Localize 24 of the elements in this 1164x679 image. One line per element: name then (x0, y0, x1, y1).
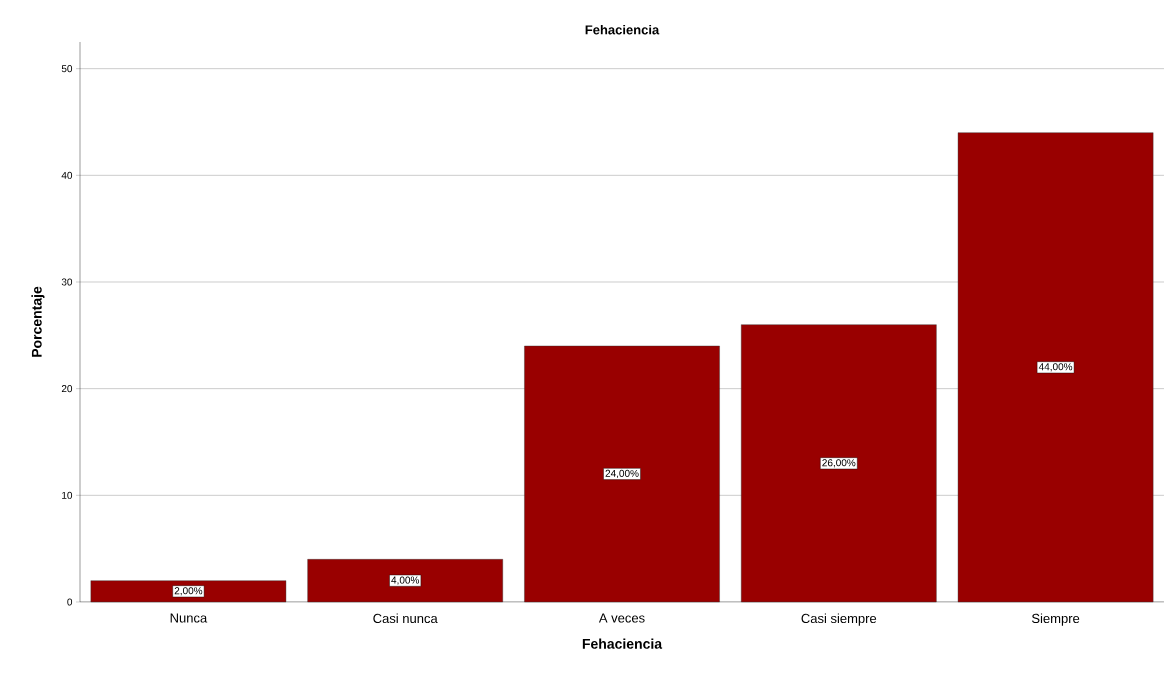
x-tick-label: A veces (598, 613, 645, 623)
data-label: 24,00% (605, 469, 639, 479)
y-tick-label: 20 (61, 385, 73, 393)
bar (307, 559, 503, 603)
data-label: 2,00% (174, 587, 203, 596)
y-axis-title: Porcentaje (31, 286, 45, 357)
x-tick-label: Casi nunca (373, 613, 438, 624)
data-label: 4,00% (391, 576, 420, 585)
x-axis-title: Fehaciencia (582, 638, 663, 649)
chart-title: Fehaciencia (585, 24, 660, 35)
bar (957, 132, 1154, 603)
x-tick-label: Casi siempre (801, 613, 877, 626)
data-label: 44,00% (1038, 363, 1073, 372)
y-tick-label: 0 (67, 598, 73, 606)
bar (741, 324, 937, 603)
y-tick-label: 30 (61, 278, 73, 286)
y-tick-label: 40 (61, 171, 73, 179)
x-tick-label: Siempre (1031, 613, 1080, 626)
x-tick-label: Nunca (170, 613, 208, 623)
y-tick-label: 10 (62, 491, 73, 499)
data-label: 26,00% (822, 459, 856, 468)
bar (90, 580, 287, 603)
bar (524, 345, 720, 603)
y-tick-label: 50 (61, 65, 73, 73)
